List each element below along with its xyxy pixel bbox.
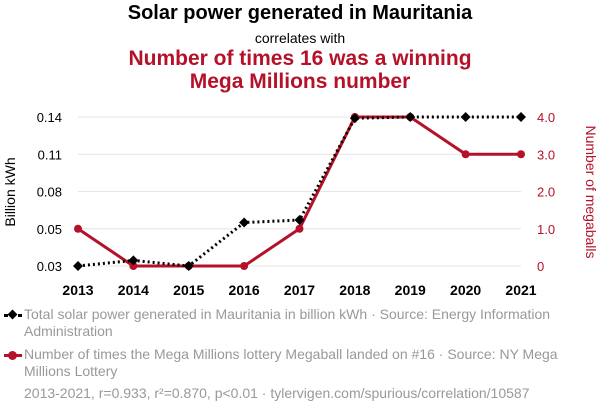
solar-point [183, 261, 194, 271]
x-tick-label: 2018 [339, 282, 370, 298]
legend-item-solar: Total solar power generated in Mauritani… [4, 306, 594, 340]
x-tick-label: 2013 [62, 282, 93, 298]
right-tick-label: 0 [537, 259, 544, 274]
x-tick-label: 2015 [173, 282, 204, 298]
right-axis-label: Number of megaballs [583, 125, 599, 258]
solar-point [460, 112, 471, 122]
megaball-point [74, 224, 82, 233]
solar-point [73, 261, 83, 271]
right-tick-label: 4.0 [537, 110, 555, 125]
x-tick-label: 2021 [505, 282, 536, 298]
legend-label-solar: Total solar power generated in Mauritani… [24, 306, 551, 339]
megaball-point [240, 262, 249, 270]
megaball-point [129, 262, 138, 270]
right-tick-label: 2.0 [537, 185, 555, 200]
chart-title: Solar power generated in Mauritania [127, 2, 473, 24]
megaball-point [295, 224, 304, 233]
left-tick-label: 0.11 [38, 147, 62, 162]
chart-title-secondary: Number of times 16 was a winning Mega Mi… [128, 47, 472, 93]
diamond-marker-icon [7, 309, 18, 320]
left-tick-label: 0.05 [37, 222, 62, 237]
left-tick-label: 0.14 [37, 110, 62, 125]
left-tick-label: 0.03 [37, 259, 62, 274]
megaball-point [461, 150, 470, 159]
x-axis-ticks: 2013 2014 2015 2016 2017 2018 2019 2020 2021 [62, 282, 536, 298]
footer-stats: 2013-2021, r=0.933, r²=0.870, p<0.01 · t… [24, 385, 530, 401]
right-axis-ticks: 0 1.0 2.0 3.0 4.0 [537, 110, 555, 274]
legend-item-megaball: Number of times the Mega Millions lotter… [4, 346, 594, 380]
gridlines [78, 116, 521, 267]
left-axis-label: Billion kWh [2, 157, 18, 226]
left-axis-ticks: 0.03 0.05 0.08 0.11 0.14 [37, 110, 62, 274]
right-tick-label: 1.0 [537, 222, 555, 237]
chart-subtitle: correlates with [254, 30, 346, 46]
right-tick-label: 3.0 [537, 147, 555, 162]
series-points [73, 112, 526, 271]
legend-label-megaball: Number of times the Mega Millions lotter… [24, 346, 558, 379]
x-tick-label: 2019 [395, 282, 426, 298]
solar-point [239, 217, 250, 228]
solar-point [294, 215, 305, 226]
solar-point [349, 113, 360, 124]
solar-point [516, 112, 526, 122]
x-tick-label: 2017 [284, 282, 315, 298]
x-tick-label: 2020 [450, 282, 481, 298]
x-tick-label: 2014 [118, 282, 149, 298]
series-line-solar [77, 115, 521, 268]
left-tick-label: 0.08 [37, 185, 62, 200]
megaball-point [517, 150, 525, 159]
x-tick-label: 2016 [229, 282, 260, 298]
solar-point [405, 112, 416, 122]
circle-marker-icon [8, 351, 17, 360]
solar-point [128, 255, 139, 266]
